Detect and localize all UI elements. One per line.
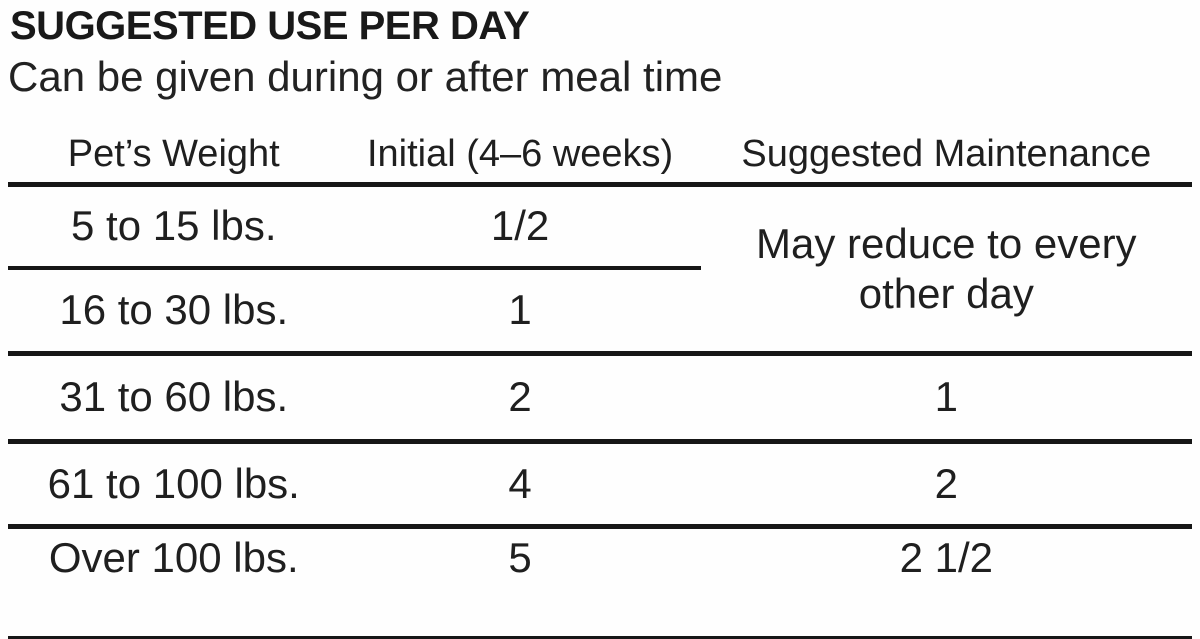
initial-dose-cell: 5 [508,534,532,582]
table-row: 16 to 30 lbs. 1 [8,268,1192,356]
column-header-initial: Initial (4–6 weeks) [339,118,701,187]
table-row: 61 to 100 lbs. 4 2 [8,441,1192,529]
page-subtitle: Can be given during or after meal time [8,53,723,100]
page-title: SUGGESTED USE PER DAY [10,4,530,48]
bottom-rule [8,636,1192,639]
initial-dose-cell: 1/2 [339,184,701,271]
table-row: 5 to 15 lbs. 1/2 May reduce to every oth… [8,184,1192,356]
initial-dose-cell: 4 [339,441,701,529]
initial-dose-cell: 1 [339,268,701,356]
column-header-pets-weight: Pet’s Weight [8,118,340,187]
initial-dose-cell: 2 [339,353,701,444]
maintenance-dose-cell: 2 [700,441,1192,529]
weight-cell: 61 to 100 lbs. [8,441,340,529]
column-header-suggested-maintenance: Suggested Maintenance [700,118,1192,187]
weight-cell: 16 to 30 lbs. [8,268,340,356]
weight-cell: Over 100 lbs. [48,534,299,582]
merged-maintenance-cell: May reduce to every other day [700,184,1192,356]
weight-cell: 5 to 15 lbs. [8,184,340,271]
table-header-row: Pet’s Weight Initial (4–6 weeks) Suggest… [8,118,1192,187]
maintenance-dose-cell: 2 1/2 [899,534,994,582]
table-row: 31 to 60 lbs. 2 1 [8,353,1192,444]
merged-maintenance-text: May reduce to every other day [756,220,1137,317]
table-row: Over 100 lbs. 5 2 1/2 [8,526,1192,588]
weight-cell: 31 to 60 lbs. [8,353,340,444]
maintenance-dose-cell: 1 [700,353,1192,444]
dosage-table: Pet’s Weight Initial (4–6 weeks) Suggest… [8,118,1192,588]
